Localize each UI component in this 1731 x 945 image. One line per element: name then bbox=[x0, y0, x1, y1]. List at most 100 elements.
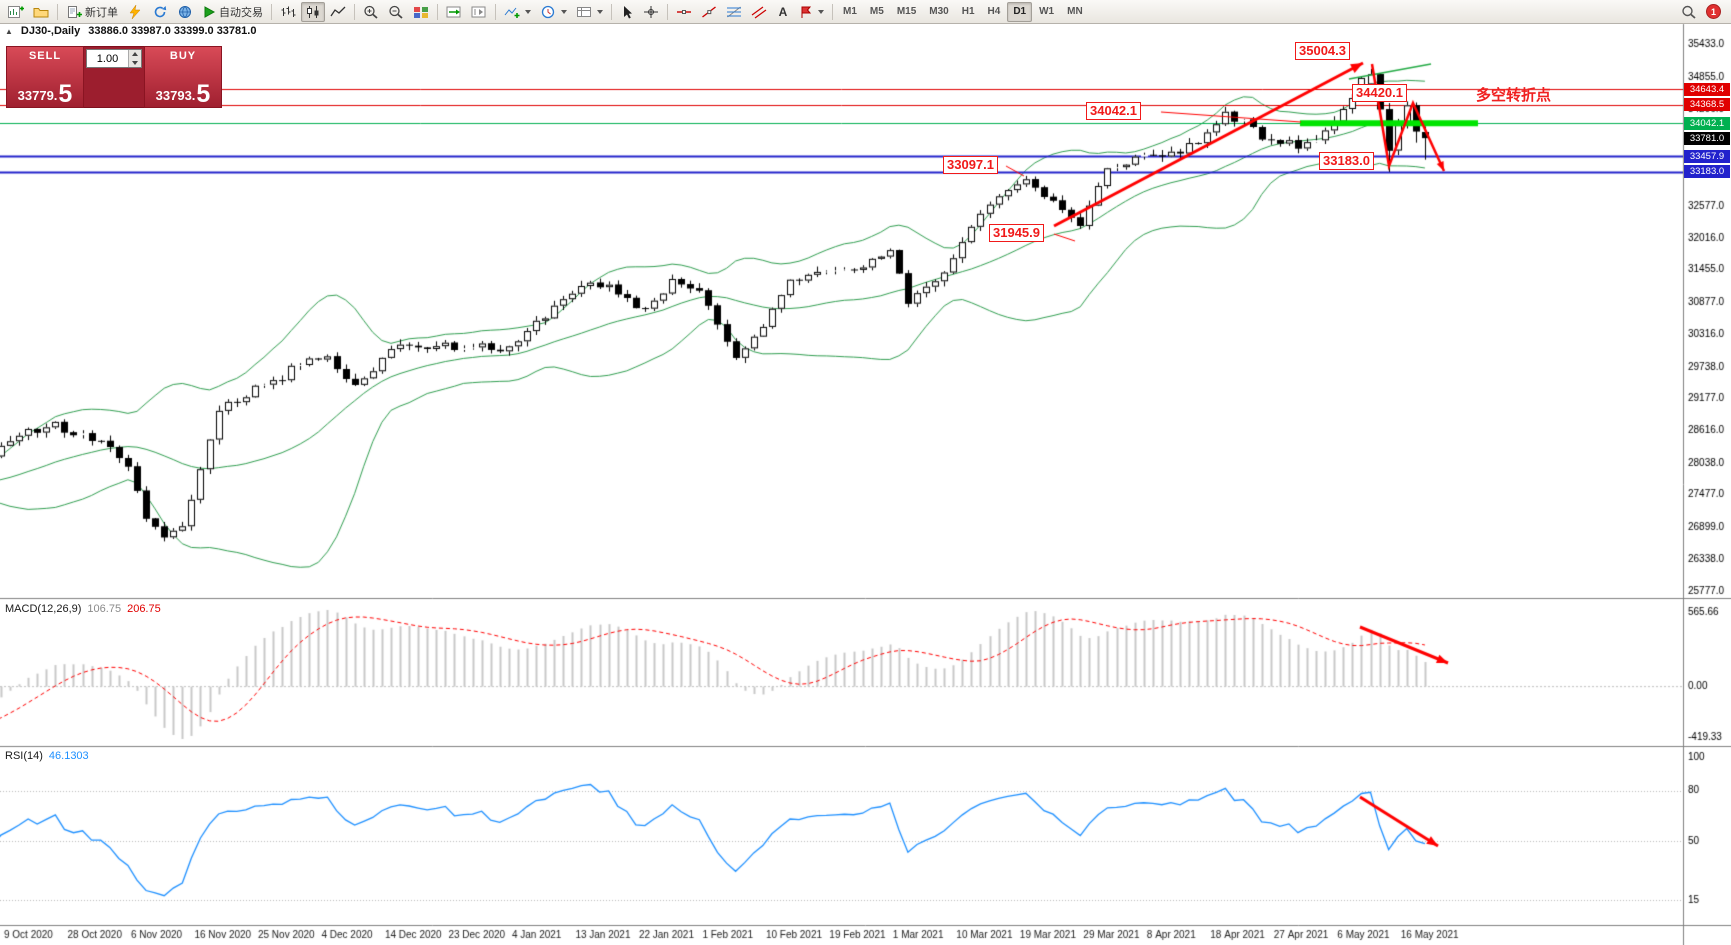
toolbar-separator bbox=[667, 3, 668, 20]
refresh-icon bbox=[154, 5, 167, 17]
bar-chart-mode-button[interactable] bbox=[276, 2, 300, 22]
macd-name: MACD(12,26,9) bbox=[5, 603, 82, 615]
volume-value: 1.00 bbox=[96, 52, 119, 65]
annotation-drop-low[interactable]: 33183.0 bbox=[1319, 152, 1374, 170]
annotation-march-high[interactable]: 33097.1 bbox=[943, 156, 998, 174]
timeframe-toolbar: M1 M5 M15 M30 H1 H4 D1 W1 MN bbox=[837, 1, 1089, 22]
line-chart-icon bbox=[330, 6, 346, 16]
volume-cell: 1.00 bbox=[83, 47, 145, 107]
candlestick-icon bbox=[307, 5, 319, 18]
cursor-icon bbox=[624, 5, 632, 18]
search-button[interactable] bbox=[1677, 2, 1701, 22]
annotation-level[interactable]: 34042.1 bbox=[1086, 102, 1141, 120]
dropdown-caret bbox=[561, 9, 567, 14]
buy-label: BUY bbox=[169, 50, 197, 62]
buy-price: 33793. 5 bbox=[155, 80, 211, 108]
timeframe-h1[interactable]: H1 bbox=[961, 6, 975, 17]
tile-windows-icon bbox=[414, 6, 428, 18]
chart-symbol-period: DJ30-,Daily bbox=[20, 25, 81, 37]
dropdown-caret bbox=[818, 9, 824, 14]
indicators-button[interactable] bbox=[500, 2, 535, 22]
volume-decrease-button[interactable] bbox=[132, 60, 138, 65]
crosshair-button[interactable] bbox=[639, 2, 663, 22]
fibonacci-button[interactable] bbox=[722, 2, 746, 22]
timeframe-w1[interactable]: W1 bbox=[1039, 6, 1055, 17]
rsi-label: RSI(14) 46.1303 bbox=[5, 750, 89, 762]
autotrading-button[interactable]: 自动交易 bbox=[198, 2, 267, 22]
horizontal-line-button[interactable] bbox=[672, 2, 696, 22]
price-marker-badge: 34042.1 bbox=[1684, 116, 1730, 130]
text-button[interactable]: A bbox=[772, 2, 794, 22]
flag-icon bbox=[801, 6, 812, 18]
lightning-button[interactable] bbox=[123, 2, 147, 22]
crosshair-icon bbox=[644, 5, 658, 18]
sell-label: SELL bbox=[28, 50, 62, 62]
volume-increase-button[interactable] bbox=[132, 52, 138, 57]
toolbar-separator bbox=[495, 3, 496, 20]
tile-windows-button[interactable] bbox=[409, 2, 433, 22]
annotation-peak[interactable]: 35004.3 bbox=[1295, 42, 1350, 60]
one-click-collapse-toggle[interactable]: ▲ bbox=[5, 26, 13, 36]
timeframe-h4[interactable]: H4 bbox=[987, 6, 1001, 17]
dropdown-caret bbox=[525, 9, 531, 14]
horizontal-line-icon bbox=[677, 9, 691, 14]
annotation-pullback[interactable]: 34420.1 bbox=[1352, 84, 1407, 102]
channel-button[interactable] bbox=[747, 2, 771, 22]
auto-scroll-button[interactable] bbox=[442, 2, 466, 22]
volume-spinner bbox=[128, 50, 141, 67]
timeframe-m1[interactable]: M1 bbox=[843, 6, 857, 17]
macd-value-main: 106.75 bbox=[87, 603, 122, 615]
play-icon bbox=[204, 5, 216, 18]
rsi-name: RSI(14) bbox=[5, 750, 43, 762]
panel-divider-rsi[interactable] bbox=[0, 743, 1683, 749]
zoom-in-icon bbox=[364, 5, 378, 19]
chart-info-line: ▲ DJ30-,Daily 33886.0 33987.0 33399.0 33… bbox=[5, 25, 256, 37]
indicators-plus-icon bbox=[504, 7, 520, 18]
arrow-label-button[interactable] bbox=[795, 2, 828, 22]
zoom-out-button[interactable] bbox=[384, 2, 408, 22]
notification-badge[interactable]: 1 bbox=[1706, 4, 1721, 19]
globe-button[interactable] bbox=[173, 2, 197, 22]
timeframe-m30[interactable]: M30 bbox=[929, 6, 949, 17]
templates-button[interactable] bbox=[572, 2, 607, 22]
timeframe-mn[interactable]: MN bbox=[1067, 6, 1083, 17]
profiles-button[interactable] bbox=[29, 2, 53, 22]
zoom-in-button[interactable] bbox=[359, 2, 383, 22]
chart-shift-button[interactable] bbox=[467, 2, 491, 22]
annotation-turning-point[interactable]: 多空转折点 bbox=[1476, 87, 1552, 104]
refresh-button[interactable] bbox=[148, 2, 172, 22]
panel-divider-macd[interactable] bbox=[0, 595, 1683, 601]
line-chart-mode-button[interactable] bbox=[326, 2, 350, 22]
timeframe-d1[interactable]: D1 bbox=[1007, 1, 1033, 22]
fibonacci-icon bbox=[727, 6, 741, 17]
bar-chart-icon bbox=[281, 6, 296, 17]
sell-button[interactable]: SELL 33779. 5 bbox=[6, 46, 84, 108]
cursor-button[interactable] bbox=[616, 2, 638, 22]
annotation-march-low[interactable]: 31945.9 bbox=[989, 224, 1044, 242]
chart-ohlc: 33886.0 33987.0 33399.0 33781.0 bbox=[88, 25, 257, 37]
timeframe-m5[interactable]: M5 bbox=[869, 6, 884, 17]
auto-scroll-icon bbox=[446, 6, 461, 17]
timeframe-m15[interactable]: M15 bbox=[896, 6, 917, 17]
toolbar-separator bbox=[611, 3, 612, 20]
periods-button[interactable] bbox=[536, 2, 571, 22]
candlestick-mode-button[interactable] bbox=[301, 1, 325, 22]
lightning-icon bbox=[129, 4, 141, 19]
new-order-icon bbox=[68, 5, 82, 18]
zoom-out-icon bbox=[389, 5, 403, 19]
volume-field[interactable]: 1.00 bbox=[86, 49, 142, 68]
new-order-button[interactable]: 新订单 bbox=[62, 2, 122, 22]
new-chart-button[interactable] bbox=[4, 2, 28, 22]
main-toolbar: 新订单 自动交易 bbox=[0, 0, 1731, 24]
trendline-button[interactable] bbox=[697, 2, 721, 22]
template-icon bbox=[577, 6, 591, 17]
time-axis[interactable] bbox=[0, 926, 1683, 945]
toolbar-separator bbox=[437, 3, 438, 20]
toolbar-separator bbox=[354, 3, 355, 20]
buy-button[interactable]: BUY 33793. 5 bbox=[144, 46, 222, 108]
toolbar-separator bbox=[57, 3, 58, 20]
price-marker-badge: 34368.5 bbox=[1684, 98, 1730, 112]
macd-label: MACD(12,26,9) 106.75 206.75 bbox=[5, 603, 161, 615]
